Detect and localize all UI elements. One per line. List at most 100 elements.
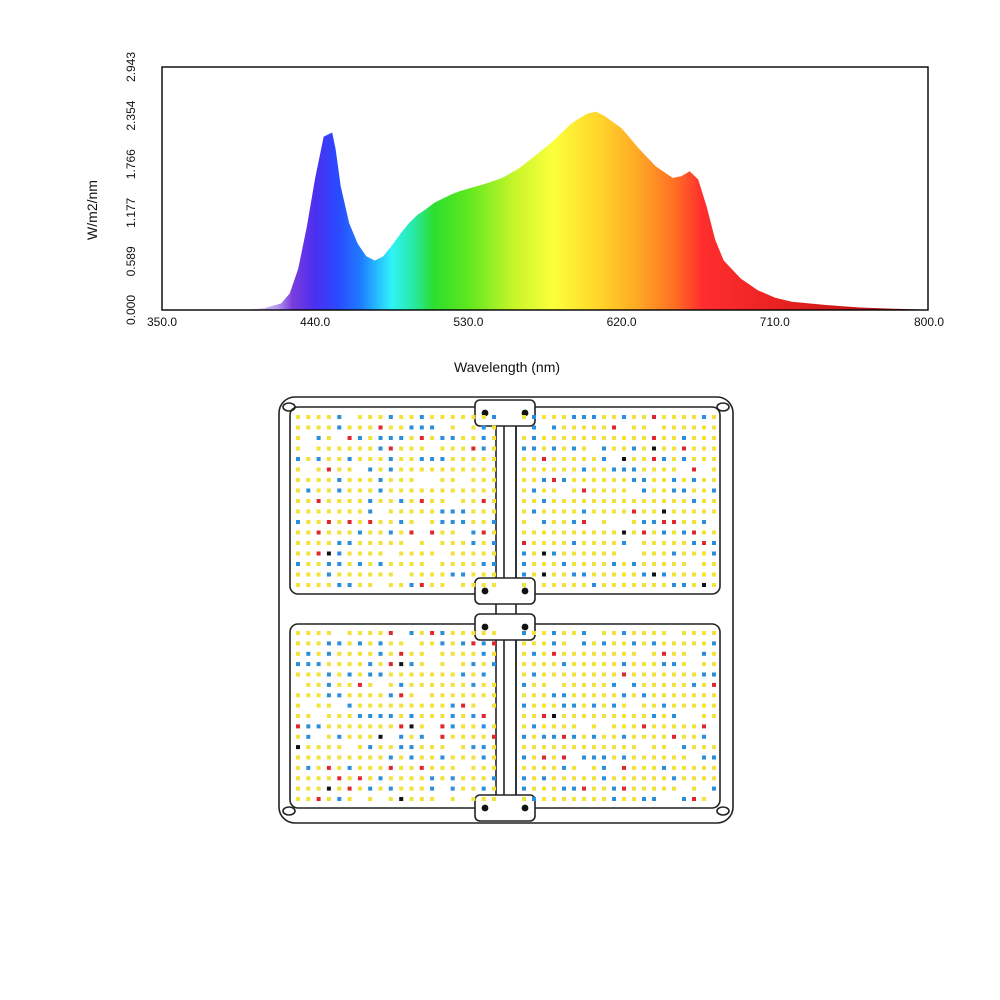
- x-axis-ticks: 350.0 440.0 530.0 620.0 710.0 800.0: [147, 315, 944, 329]
- led-chip: [357, 631, 362, 635]
- led-chip: [522, 562, 526, 566]
- led-chip: [582, 662, 586, 667]
- led-chip: [522, 662, 526, 667]
- led-chip: [450, 776, 455, 781]
- led-chip: [337, 641, 342, 646]
- led-chip: [337, 682, 342, 687]
- led-chip: [347, 572, 352, 577]
- led-chip: [632, 499, 636, 503]
- led-chip: [632, 572, 636, 577]
- plot-frame: [161, 66, 929, 311]
- led-chip: [368, 734, 373, 739]
- led-chip: [316, 631, 321, 635]
- led-chip: [702, 797, 706, 801]
- led-chip: [326, 724, 331, 729]
- led-chip: [337, 797, 342, 801]
- led-chip: [702, 672, 706, 677]
- led-chip: [612, 436, 616, 440]
- led-chip: [572, 478, 576, 482]
- led-chip: [712, 745, 716, 750]
- led-chip: [592, 786, 596, 791]
- led-chip: [552, 703, 556, 708]
- led-chip: [532, 672, 536, 677]
- led-chip: [492, 583, 496, 587]
- led-chip: [399, 457, 404, 461]
- led-chip: [306, 572, 311, 577]
- led-chip: [602, 562, 606, 566]
- led-chip: [357, 551, 362, 556]
- led-chip: [409, 499, 414, 503]
- led-chip: [368, 562, 373, 566]
- led-chip: [532, 551, 536, 556]
- mounting-bracket: [474, 794, 536, 822]
- led-chip: [582, 562, 586, 566]
- led-chip: [552, 509, 556, 514]
- led-chip: [532, 786, 536, 791]
- led-chip: [326, 662, 331, 667]
- led-chip: [672, 530, 676, 535]
- led-chip: [672, 734, 676, 739]
- led-chip: [296, 641, 300, 646]
- led-chip: [662, 745, 666, 750]
- led-chip: [642, 499, 646, 503]
- led-chip: [347, 776, 352, 781]
- led-chip: [652, 478, 656, 482]
- led-chip: [702, 765, 706, 770]
- led-chip: [461, 776, 466, 781]
- led-chip: [542, 745, 546, 750]
- led-chip: [461, 551, 466, 556]
- led-chip: [532, 499, 536, 503]
- led-chip: [552, 551, 556, 556]
- led-chip: [419, 786, 424, 791]
- led-chip: [419, 425, 424, 430]
- led-chip: [682, 541, 686, 545]
- led-chip: [622, 693, 626, 698]
- led-chip: [471, 724, 476, 729]
- led-chip: [672, 478, 676, 482]
- led-chip: [552, 541, 556, 545]
- led-chip: [409, 467, 414, 472]
- led-chip: [622, 662, 626, 667]
- led-chip: [552, 724, 556, 729]
- led-chip: [712, 776, 716, 781]
- led-chip: [399, 714, 404, 718]
- led-chip: [542, 776, 546, 781]
- led-chip: [492, 530, 496, 535]
- led-chip: [450, 488, 455, 493]
- led-chip: [632, 530, 636, 535]
- led-chip: [542, 797, 546, 801]
- led-chip: [440, 776, 445, 781]
- led-chip: [378, 478, 383, 482]
- led-chip: [522, 703, 526, 708]
- led-chip: [702, 488, 706, 493]
- led-chip: [652, 682, 656, 687]
- led-chip: [316, 530, 321, 535]
- led-chip: [378, 530, 383, 535]
- led-chip: [692, 703, 696, 708]
- led-chip: [357, 651, 362, 656]
- led-chip: [409, 703, 414, 708]
- led-chip: [652, 693, 656, 698]
- led-chip: [592, 797, 596, 801]
- led-chip: [388, 662, 393, 667]
- led-chip: [542, 682, 546, 687]
- led-chip: [702, 541, 706, 545]
- led-chip: [440, 583, 445, 587]
- led-chip: [592, 693, 596, 698]
- led-chip: [471, 488, 476, 493]
- led-chip: [552, 672, 556, 677]
- led-chip: [662, 425, 666, 430]
- led-chip: [399, 641, 404, 646]
- led-chip: [440, 662, 445, 667]
- led-chip: [692, 745, 696, 750]
- led-chip: [430, 520, 435, 524]
- led-chip: [492, 641, 496, 646]
- led-chip: [430, 583, 435, 587]
- led-chip: [430, 776, 435, 781]
- led-chip: [532, 446, 536, 451]
- led-chip: [378, 776, 383, 781]
- led-chip: [316, 541, 321, 545]
- led-chip: [562, 641, 566, 646]
- led-chip: [622, 776, 626, 781]
- led-chip: [492, 541, 496, 545]
